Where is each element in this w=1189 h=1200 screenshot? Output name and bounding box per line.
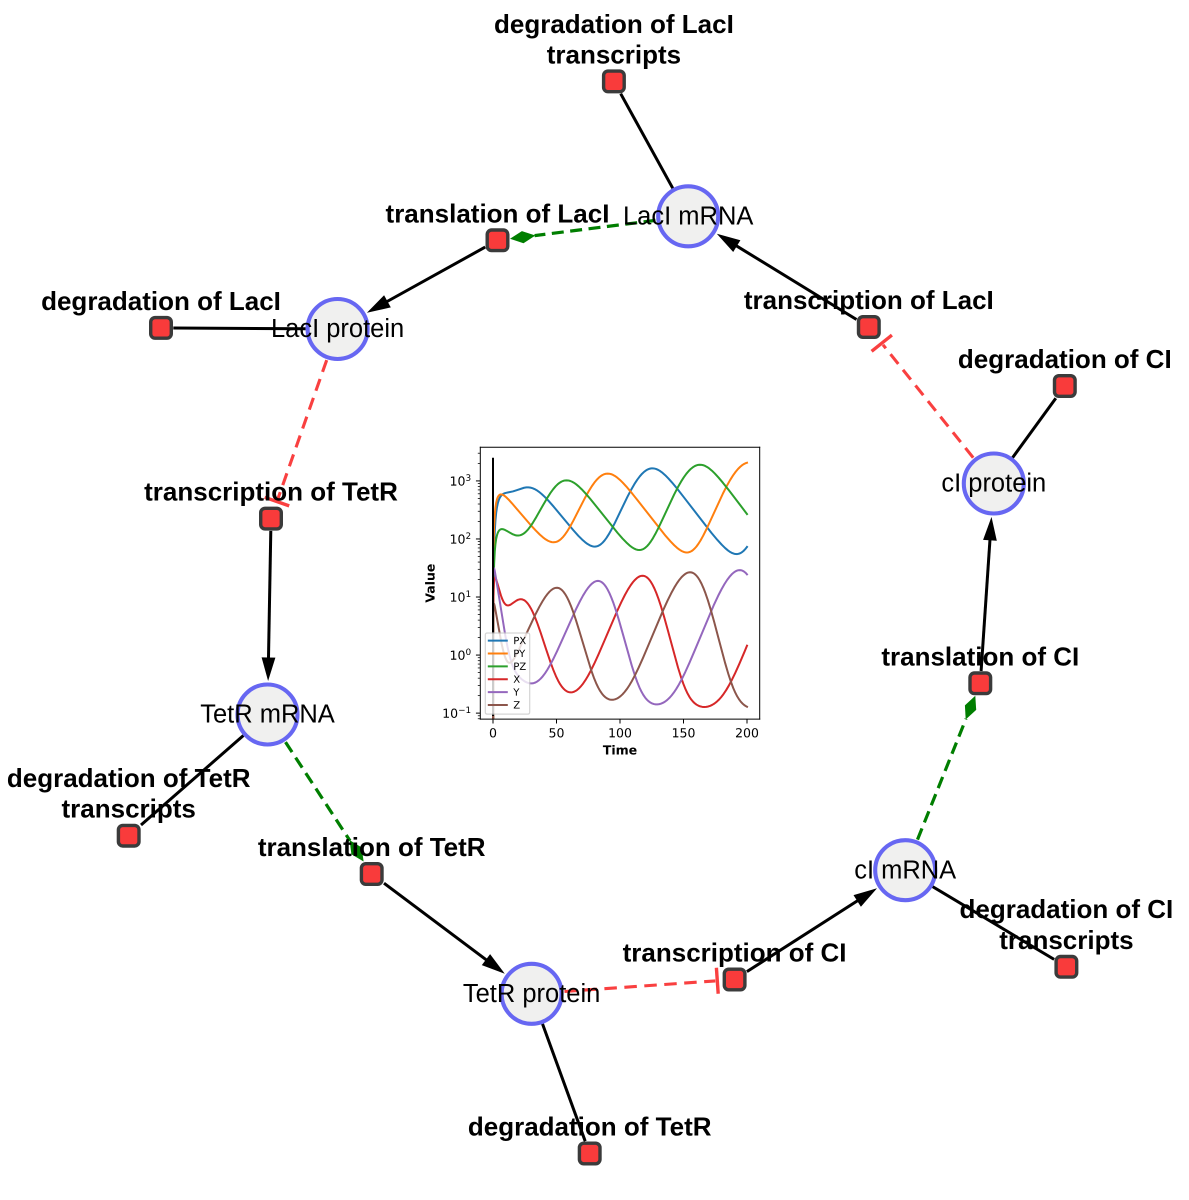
- svg-text:translation of LacI: translation of LacI: [386, 198, 610, 228]
- svg-text:translation of CI: translation of CI: [881, 641, 1079, 671]
- svg-text:transcription of TetR: transcription of TetR: [144, 477, 398, 507]
- svg-text:LacI mRNA: LacI mRNA: [623, 203, 753, 231]
- svg-text:transcription of LacI: transcription of LacI: [744, 285, 994, 315]
- svg-text:LacI protein: LacI protein: [271, 315, 404, 343]
- svg-text:transcription of CI: transcription of CI: [623, 938, 847, 968]
- svg-text:cI protein: cI protein: [941, 470, 1046, 498]
- svg-text:degradation of LacI: degradation of LacI: [41, 286, 281, 316]
- svg-text:degradation of CI: degradation of CI: [958, 344, 1172, 374]
- svg-text:cI mRNA: cI mRNA: [854, 856, 956, 884]
- svg-text:transcripts: transcripts: [547, 39, 681, 69]
- svg-text:TetR protein: TetR protein: [463, 980, 601, 1008]
- svg-text:transcripts: transcripts: [62, 794, 196, 824]
- svg-text:translation of TetR: translation of TetR: [258, 832, 486, 862]
- svg-text:degradation of TetR: degradation of TetR: [468, 1112, 712, 1142]
- svg-text:degradation of TetR: degradation of TetR: [7, 763, 251, 793]
- svg-text:transcripts: transcripts: [999, 925, 1133, 955]
- svg-text:TetR mRNA: TetR mRNA: [200, 701, 335, 729]
- svg-text:degradation of LacI: degradation of LacI: [494, 9, 734, 39]
- svg-text:degradation of CI: degradation of CI: [960, 894, 1174, 924]
